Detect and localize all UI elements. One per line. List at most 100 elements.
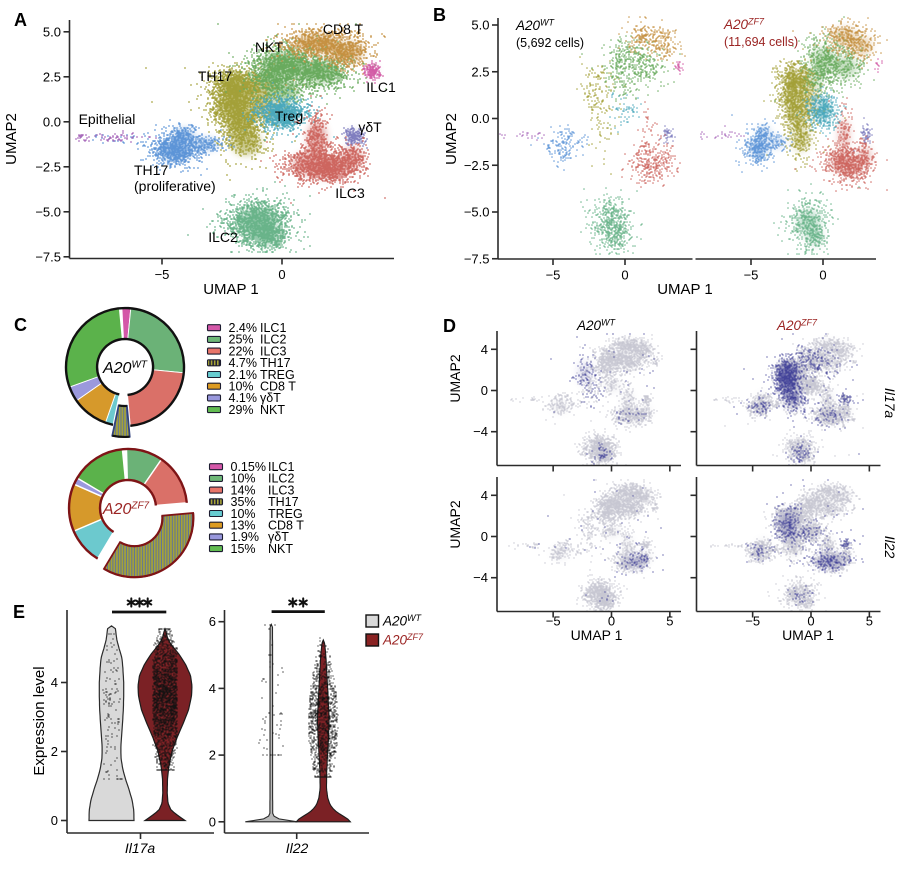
svg-text:ILC2: ILC2 xyxy=(260,333,286,347)
svg-text:−5: −5 xyxy=(155,267,170,282)
svg-text:UMAP2: UMAP2 xyxy=(3,113,20,165)
svg-text:−4: −4 xyxy=(473,424,488,439)
svg-text:−5: −5 xyxy=(546,268,561,283)
svg-text:−5: −5 xyxy=(546,614,561,629)
svg-text:(5,692 cells): (5,692 cells) xyxy=(516,36,584,50)
svg-text:UMAP 1: UMAP 1 xyxy=(782,627,834,643)
svg-text:0.0: 0.0 xyxy=(43,114,61,129)
svg-text:Expression level: Expression level xyxy=(31,666,48,775)
svg-text:0.15%: 0.15% xyxy=(231,460,266,474)
svg-text:0: 0 xyxy=(481,383,488,398)
svg-text:E: E xyxy=(13,602,25,622)
svg-text:γδT: γδT xyxy=(260,391,281,405)
svg-text:0: 0 xyxy=(278,267,285,282)
svg-text:UMAP 1: UMAP 1 xyxy=(657,281,713,298)
svg-text:4: 4 xyxy=(209,681,216,696)
svg-text:ILC3: ILC3 xyxy=(260,344,286,358)
svg-text:29%: 29% xyxy=(229,403,254,417)
svg-text:4: 4 xyxy=(481,342,488,357)
svg-text:ILC1: ILC1 xyxy=(260,321,286,335)
svg-text:5.0: 5.0 xyxy=(43,24,61,39)
svg-text:0: 0 xyxy=(621,268,628,283)
svg-text:ILC3: ILC3 xyxy=(335,185,365,201)
svg-text:−7.5: −7.5 xyxy=(35,249,61,264)
svg-text:−5.0: −5.0 xyxy=(35,204,61,219)
svg-text:B: B xyxy=(433,5,446,25)
svg-text:UMAP 1: UMAP 1 xyxy=(203,281,259,298)
svg-text:Il17a: Il17a xyxy=(882,388,898,419)
svg-text:0: 0 xyxy=(819,268,826,283)
svg-text:6: 6 xyxy=(209,614,216,629)
svg-text:2: 2 xyxy=(51,744,58,759)
svg-text:4: 4 xyxy=(51,675,58,690)
svg-text:10%: 10% xyxy=(231,472,256,486)
svg-text:UMAP2: UMAP2 xyxy=(443,113,460,165)
svg-text:ILC2: ILC2 xyxy=(268,472,294,486)
svg-text:0: 0 xyxy=(209,814,216,829)
svg-text:−2.5: −2.5 xyxy=(464,158,490,173)
svg-text:ILC3: ILC3 xyxy=(268,483,294,497)
svg-text:TH17: TH17 xyxy=(260,356,291,370)
svg-text:UMAP2: UMAP2 xyxy=(447,354,463,402)
svg-text:Epithelial: Epithelial xyxy=(79,111,136,127)
svg-text:TH17: TH17 xyxy=(268,495,299,509)
svg-text:−5.0: −5.0 xyxy=(464,205,490,220)
svg-text:0: 0 xyxy=(807,614,814,629)
svg-text:35%: 35% xyxy=(231,495,256,509)
svg-text:10%: 10% xyxy=(231,507,256,521)
svg-text:Il22: Il22 xyxy=(286,840,309,856)
svg-text:ILC1: ILC1 xyxy=(366,79,396,95)
svg-text:CD8 T: CD8 T xyxy=(323,21,364,37)
svg-text:Treg: Treg xyxy=(275,108,303,124)
svg-text:5.0: 5.0 xyxy=(471,18,489,33)
svg-text:−5: −5 xyxy=(744,268,759,283)
svg-text:UMAP 1: UMAP 1 xyxy=(571,627,623,643)
svg-text:5: 5 xyxy=(866,614,873,629)
svg-text:NKT: NKT xyxy=(255,39,283,55)
svg-text:2.5: 2.5 xyxy=(471,64,489,79)
svg-text:1.9%: 1.9% xyxy=(231,530,260,544)
svg-text:−4: −4 xyxy=(473,570,488,585)
svg-text:TH17: TH17 xyxy=(134,162,168,178)
svg-text:(proliferative): (proliferative) xyxy=(134,178,216,194)
svg-text:0: 0 xyxy=(608,614,615,629)
svg-text:γδT: γδT xyxy=(268,530,289,544)
svg-text:NKT: NKT xyxy=(268,542,293,556)
svg-text:25%: 25% xyxy=(229,333,254,347)
svg-text:2.4%: 2.4% xyxy=(229,321,258,335)
svg-text:C: C xyxy=(14,315,27,335)
svg-text:γδT: γδT xyxy=(358,119,382,135)
svg-text:2.1%: 2.1% xyxy=(229,368,258,382)
svg-text:5: 5 xyxy=(666,614,673,629)
svg-text:Il17a: Il17a xyxy=(125,840,156,856)
svg-text:2: 2 xyxy=(209,748,216,763)
svg-text:Il22: Il22 xyxy=(882,536,898,559)
svg-text:−2.5: −2.5 xyxy=(35,159,61,174)
svg-text:10%: 10% xyxy=(229,380,254,394)
svg-text:2.5: 2.5 xyxy=(43,69,61,84)
svg-text:0: 0 xyxy=(481,529,488,544)
svg-text:ILC1: ILC1 xyxy=(268,460,294,474)
svg-text:(11,694 cells): (11,694 cells) xyxy=(724,35,798,49)
svg-text:TREG: TREG xyxy=(268,507,303,521)
svg-text:22%: 22% xyxy=(229,344,254,358)
svg-text:4.1%: 4.1% xyxy=(229,391,258,405)
svg-text:ILC2: ILC2 xyxy=(208,229,238,245)
svg-text:0: 0 xyxy=(51,813,58,828)
svg-text:−7.5: −7.5 xyxy=(464,251,490,266)
svg-text:4: 4 xyxy=(481,488,488,503)
svg-text:UMAP2: UMAP2 xyxy=(447,500,463,548)
svg-text:D: D xyxy=(443,316,456,336)
svg-text:CD8 T: CD8 T xyxy=(260,380,296,394)
svg-text:15%: 15% xyxy=(231,542,256,556)
svg-text:NKT: NKT xyxy=(260,403,285,417)
svg-text:4.7%: 4.7% xyxy=(229,356,258,370)
svg-text:13%: 13% xyxy=(231,519,256,533)
svg-text:0.0: 0.0 xyxy=(471,111,489,126)
svg-text:A: A xyxy=(14,10,27,30)
svg-text:−5: −5 xyxy=(745,614,760,629)
svg-text:TREG: TREG xyxy=(260,368,295,382)
svg-text:CD8 T: CD8 T xyxy=(268,519,304,533)
svg-text:14%: 14% xyxy=(231,483,256,497)
svg-text:TH17: TH17 xyxy=(198,68,232,84)
